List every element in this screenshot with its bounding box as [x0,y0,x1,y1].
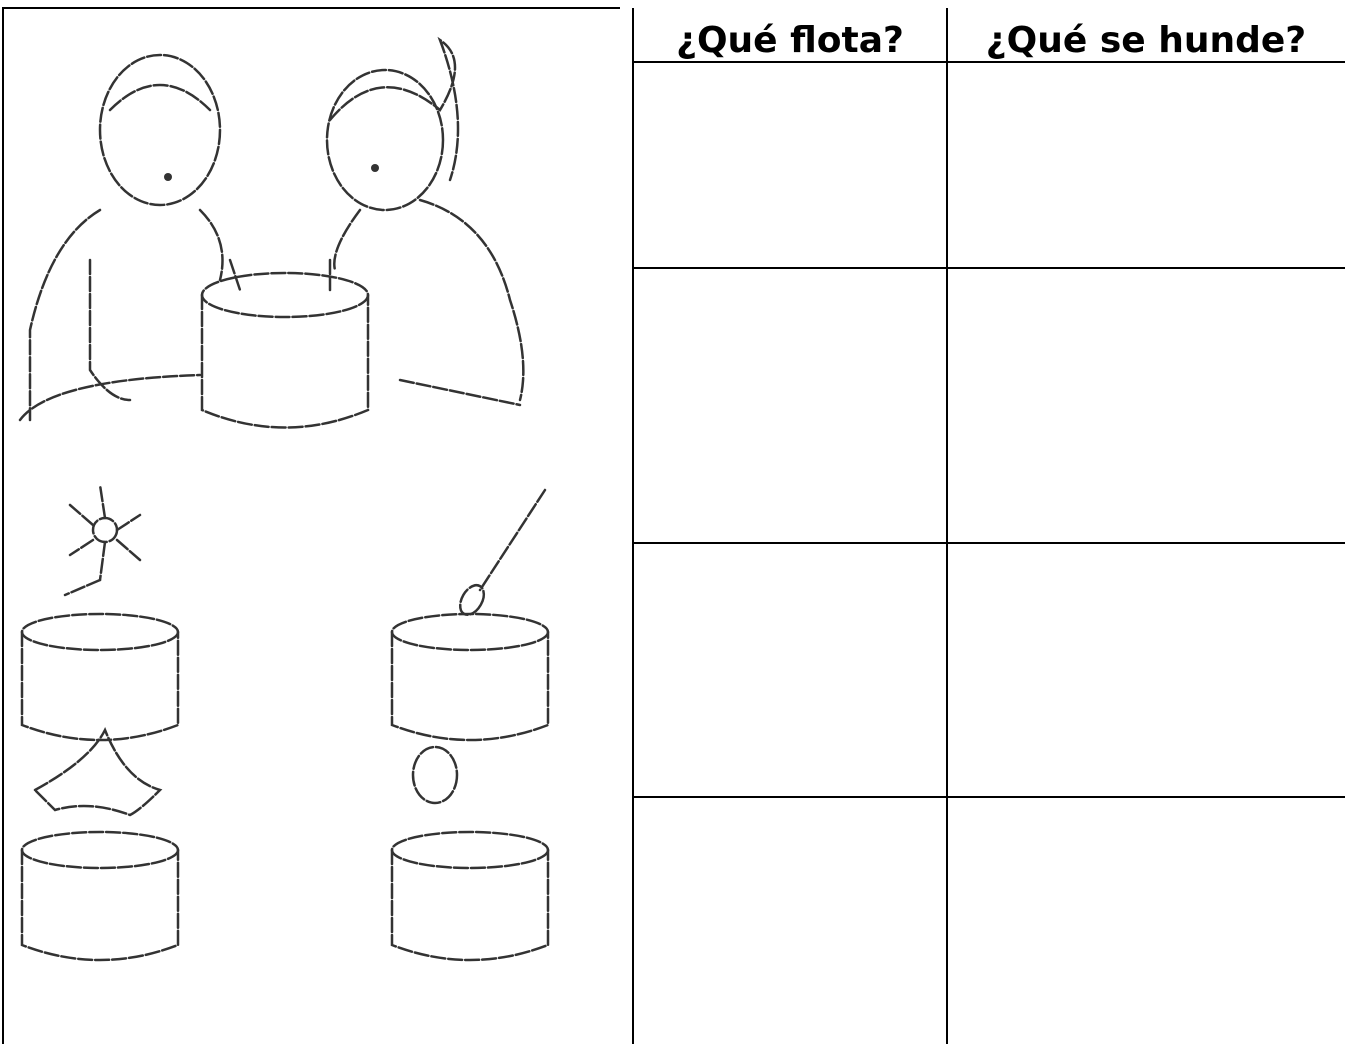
column-header: ¿Qué flota? [676,20,904,61]
flower-illustration [63,483,142,597]
paper-illustration [32,726,163,817]
table: ¿Qué flota? ¿Qué se hunde? [632,8,1345,1044]
spoon-illustration [458,488,547,616]
column-header: ¿Qué se hunde? [986,20,1306,61]
basins [20,612,550,962]
coin-illustration [411,745,459,805]
children-illustration [18,36,525,429]
